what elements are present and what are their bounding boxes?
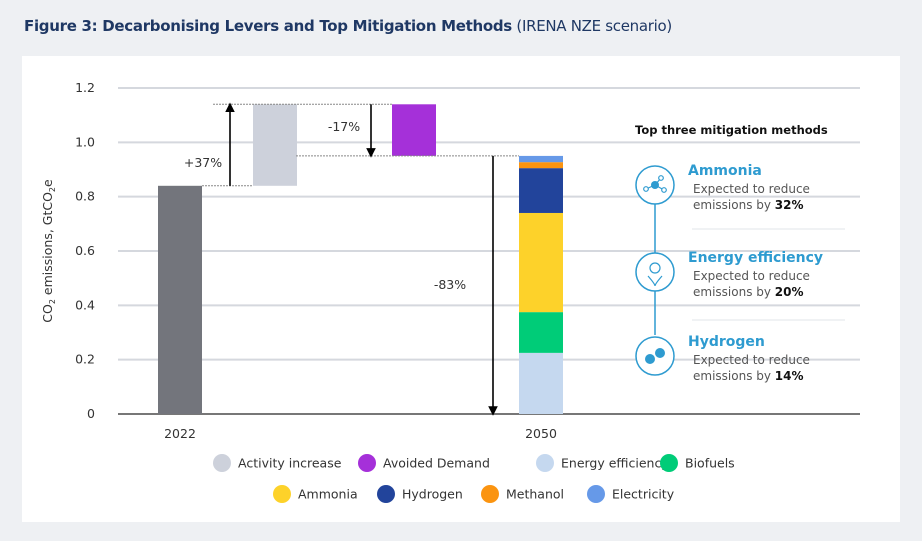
legend-swatch	[273, 485, 291, 503]
legend-swatch	[481, 485, 499, 503]
y-label-part: 2	[48, 187, 57, 192]
method-desc: Expected to reduce	[693, 269, 810, 283]
y-tick-label: 0.6	[75, 243, 95, 258]
legend-item: Electricity	[587, 485, 675, 503]
atom	[651, 181, 659, 189]
legend-swatch	[358, 454, 376, 472]
y-axis-label: CO2 emissions, GtCO2e	[40, 179, 57, 323]
atom	[658, 175, 664, 181]
x-tick-label: 2050	[525, 426, 557, 441]
panel-title: Top three mitigation methods	[635, 123, 828, 137]
atom	[661, 187, 667, 193]
annotation-label: -17%	[328, 119, 360, 134]
method-name: Ammonia	[688, 163, 762, 179]
leaf	[647, 275, 663, 287]
legend-swatch	[536, 454, 554, 472]
y-tick-label: 0	[87, 406, 95, 421]
method-value-line: emissions by 20%	[693, 285, 804, 299]
hydrogen-icon	[635, 336, 675, 376]
x-tick-label: 2022	[164, 426, 196, 441]
title-bold: Figure 3: Decarbonising Levers and Top M…	[24, 17, 512, 35]
y-tick-label: 0.2	[75, 352, 95, 367]
prefix: emissions by	[693, 285, 775, 299]
y-label-part: CO	[40, 304, 55, 323]
atom	[643, 186, 649, 192]
lightbulb-leaf-icon	[635, 252, 675, 292]
legend-item: Methanol	[481, 485, 564, 503]
bar-activity-increase	[253, 104, 297, 186]
legend-item: Energy efficiency	[536, 454, 669, 472]
mitigation-item: Energy efficiency Expected to reduce emiss…	[635, 250, 823, 299]
figure-title: Figure 3: Decarbonising Levers and Top M…	[24, 17, 672, 35]
method-name: Hydrogen	[688, 334, 765, 350]
method-desc: Expected to reduce	[693, 353, 810, 367]
legend-item: Avoided Demand	[358, 454, 490, 472]
legend-item: Ammonia	[273, 485, 358, 503]
method-value-line: emissions by 14%	[693, 369, 804, 383]
legend-label: Hydrogen	[402, 487, 463, 502]
method-value-line: emissions by 32%	[693, 198, 804, 212]
mitigation-item: Hydrogen Expected to reduce emissions by 1…	[635, 334, 810, 383]
title-sub: (IRENA NZE scenario)	[516, 17, 672, 35]
stack-segment-hydrogen	[519, 168, 563, 213]
legend-label: Biofuels	[685, 456, 735, 471]
y-tick-label: 1.0	[75, 134, 95, 149]
y-tick-label: 0.8	[75, 189, 95, 204]
legend-item: Hydrogen	[377, 485, 463, 503]
method-value: 20%	[775, 285, 804, 299]
prefix: emissions by	[693, 198, 775, 212]
prefix: emissions by	[693, 369, 775, 383]
stack-segment-electricity	[519, 155, 563, 163]
annotation-label: -83%	[434, 277, 466, 292]
stack-segment-methanol	[519, 162, 563, 169]
annotation-label: +37%	[184, 155, 222, 170]
legend-label: Electricity	[612, 487, 675, 502]
atom	[655, 348, 665, 358]
y-label-part: emissions, GtCO	[40, 192, 55, 299]
method-desc: Expected to reduce	[693, 182, 810, 196]
legend-label: Activity increase	[238, 456, 342, 471]
legend-label: Methanol	[506, 487, 564, 502]
legend-swatch	[377, 485, 395, 503]
bar-avoided-demand	[392, 104, 436, 156]
y-label-part: e	[40, 179, 55, 187]
stack-segment-energy-efficiency	[519, 352, 563, 414]
stack-segment-ammonia	[519, 212, 563, 313]
legend-label: Energy efficiency	[561, 456, 669, 471]
y-tick-label: 0.4	[75, 297, 95, 312]
atom	[645, 354, 655, 364]
legend-label: Ammonia	[298, 487, 358, 502]
method-name: Energy efficiency	[688, 250, 823, 266]
y-tick-label: 1.2	[75, 80, 95, 95]
bar-2022	[158, 185, 202, 414]
bulb	[649, 262, 661, 274]
legend-item: Biofuels	[660, 454, 735, 472]
stack-segment-biofuels	[519, 312, 563, 353]
mitigation-item: Ammonia Expected to reduce emissions by 32…	[635, 163, 810, 212]
legend-swatch	[587, 485, 605, 503]
legend-item: Activity increase	[213, 454, 342, 472]
y-label-part: 2	[48, 299, 57, 304]
legend-swatch	[213, 454, 231, 472]
method-value: 14%	[775, 369, 804, 383]
legend-swatch	[660, 454, 678, 472]
method-value: 32%	[775, 198, 804, 212]
legend-label: Avoided Demand	[383, 456, 490, 471]
